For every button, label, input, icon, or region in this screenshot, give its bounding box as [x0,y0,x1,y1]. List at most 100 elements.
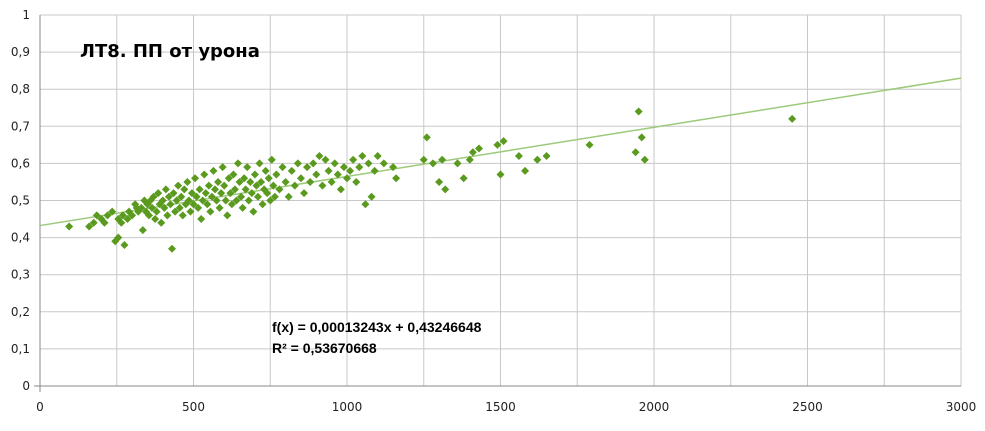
x-tick-label: 3000 [946,400,977,414]
data-point [157,218,166,227]
data-point [247,189,256,198]
y-tick-label: 0 [22,379,30,393]
y-tick-label: 0,5 [11,194,30,208]
data-point [435,177,444,186]
data-point [361,200,370,209]
data-point [234,159,243,168]
data-point [272,170,281,179]
data-point [217,189,226,198]
data-point [207,192,216,201]
data-point [229,170,238,179]
data-point [164,192,173,201]
data-point [389,163,398,172]
trendline-equation: f(x) = 0,00013243x + 0,43246648 [272,319,482,335]
data-point [243,163,252,172]
data-point [161,185,170,194]
data-point [640,155,649,164]
data-point [392,174,401,183]
data-point [221,196,230,205]
data-point [123,215,132,224]
data-point [438,155,447,164]
data-point [315,151,324,160]
data-point [186,207,195,216]
data-point [180,185,189,194]
data-point [149,192,158,201]
data-point [227,200,236,209]
data-point [459,174,468,183]
data-point [168,244,177,253]
data-point [206,207,215,216]
data-point [232,196,241,205]
data-point [428,159,437,168]
data-point [100,218,109,227]
data-point [151,215,160,224]
data-point [352,177,361,186]
data-point [441,185,450,194]
y-tick-label: 0,7 [11,119,30,133]
data-point [634,107,643,116]
data-point [278,163,287,172]
data-point [249,207,258,216]
x-tick-label: 1000 [332,400,363,414]
data-point [419,155,428,164]
data-point [200,170,209,179]
data-point [241,185,250,194]
data-point [266,196,275,205]
data-point [252,181,261,190]
data-point [172,196,181,205]
data-point [250,170,259,179]
data-point [333,170,342,179]
data-point [215,203,224,212]
data-point [290,181,299,190]
y-tick-label: 0,4 [11,231,30,245]
data-point [235,177,244,186]
data-point [514,151,523,160]
y-tick-label: 0,9 [11,45,30,59]
data-point [284,192,293,201]
data-point [293,159,302,168]
data-point [218,163,227,172]
y-tick-label: 0,8 [11,82,30,96]
data-point [178,211,187,220]
data-point [144,211,153,220]
data-point [533,155,542,164]
data-point [330,159,339,168]
data-point [281,177,290,186]
data-point [197,215,206,224]
data-points [65,107,797,253]
data-point [166,200,175,209]
data-point [370,166,379,175]
data-point [321,155,330,164]
data-point [118,211,127,220]
data-point [85,222,94,231]
data-point [214,177,223,186]
data-point [496,170,505,179]
data-point [585,140,594,149]
data-point [267,155,276,164]
data-point [300,189,309,198]
data-point [306,177,315,186]
data-point [379,159,388,168]
x-tick-label: 2500 [792,400,823,414]
data-point [189,200,198,209]
data-point [246,177,255,186]
data-point [174,181,183,190]
data-point [788,114,797,123]
data-point [203,200,212,209]
data-point [255,159,264,168]
y-tick-label: 0,3 [11,268,30,282]
data-point [240,174,249,183]
data-point [128,211,137,220]
data-point [422,133,431,142]
data-point [171,207,180,216]
y-tick-label: 1 [22,8,30,22]
chart-title: ЛТ8. ПП от урона [80,41,260,62]
data-point [312,170,321,179]
y-tick-label: 0,6 [11,156,30,170]
data-point [195,185,204,194]
data-point [257,177,266,186]
data-point [270,192,279,201]
data-point [92,211,101,220]
data-point [269,181,278,190]
